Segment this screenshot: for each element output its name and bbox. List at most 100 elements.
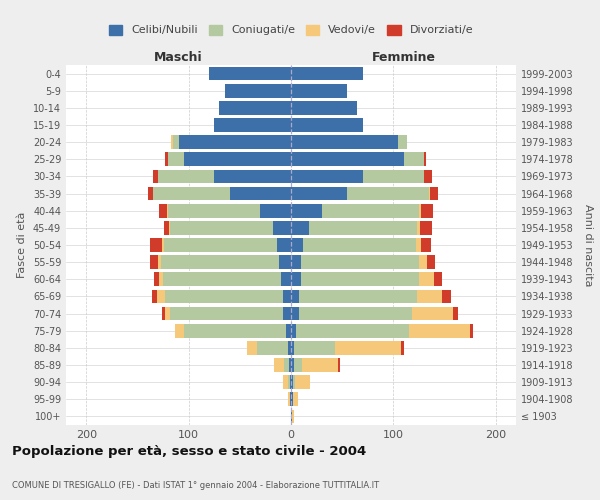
Bar (281, 272, 291, 286)
Bar (272, 221, 291, 234)
Bar (409, 324, 470, 338)
Bar (157, 290, 165, 304)
Bar (338, 358, 340, 372)
Bar (283, 376, 288, 389)
Bar (179, 136, 291, 149)
Bar (214, 170, 291, 183)
Bar (257, 341, 288, 354)
Bar (158, 170, 214, 183)
Bar (295, 376, 310, 389)
Bar (362, 170, 424, 183)
Bar (230, 186, 291, 200)
Bar (162, 238, 164, 252)
Bar (419, 204, 421, 218)
Bar (293, 376, 295, 389)
Bar (154, 272, 159, 286)
Y-axis label: Anni di nascita: Anni di nascita (583, 204, 593, 286)
Bar (159, 204, 167, 218)
Bar (288, 376, 290, 389)
Bar (274, 358, 284, 372)
Bar (293, 392, 298, 406)
Bar (291, 238, 303, 252)
Bar (322, 204, 419, 218)
Bar (417, 221, 420, 234)
Bar (424, 152, 426, 166)
Bar (279, 256, 291, 269)
Bar (430, 186, 438, 200)
Bar (291, 392, 293, 406)
Bar (299, 306, 412, 320)
Bar (347, 186, 429, 200)
Bar (302, 358, 338, 372)
Text: COMUNE DI TRESIGALLO (FE) - Dati ISTAT 1° gennaio 2004 - Elaborazione TUTTITALIA: COMUNE DI TRESIGALLO (FE) - Dati ISTAT 1… (12, 481, 379, 490)
Text: Maschi: Maschi (154, 51, 203, 64)
Bar (164, 221, 169, 234)
Bar (335, 341, 401, 354)
Bar (291, 66, 362, 80)
Bar (419, 256, 427, 269)
Bar (412, 306, 452, 320)
Bar (224, 84, 291, 98)
Bar (290, 376, 291, 389)
Bar (452, 306, 458, 320)
Bar (260, 204, 291, 218)
Bar (419, 272, 434, 286)
Bar (292, 410, 294, 424)
Bar (401, 341, 404, 354)
Bar (153, 170, 158, 183)
Bar (214, 118, 291, 132)
Bar (184, 152, 291, 166)
Bar (434, 272, 442, 286)
Bar (283, 290, 291, 304)
Bar (290, 392, 291, 406)
Bar (291, 290, 299, 304)
Y-axis label: Fasce di età: Fasce di età (17, 212, 27, 278)
Bar (301, 256, 419, 269)
Bar (291, 306, 299, 320)
Bar (421, 238, 431, 252)
Bar (299, 290, 417, 304)
Bar (209, 66, 291, 80)
Bar (168, 152, 184, 166)
Bar (169, 221, 170, 234)
Bar (277, 238, 291, 252)
Bar (291, 204, 322, 218)
Bar (291, 152, 404, 166)
Bar (291, 324, 296, 338)
Bar (291, 101, 358, 114)
Bar (296, 324, 409, 338)
Bar (291, 221, 310, 234)
Bar (165, 290, 283, 304)
Bar (173, 136, 179, 149)
Bar (442, 290, 451, 304)
Bar (247, 341, 257, 354)
Legend: Celibi/Nubili, Coniugati/e, Vedovi/e, Divorziati/e: Celibi/Nubili, Coniugati/e, Vedovi/e, Di… (104, 20, 478, 40)
Bar (404, 152, 424, 166)
Bar (420, 221, 432, 234)
Bar (291, 410, 292, 424)
Bar (416, 238, 421, 252)
Bar (291, 170, 362, 183)
Bar (291, 186, 347, 200)
Bar (184, 324, 286, 338)
Bar (291, 272, 301, 286)
Bar (310, 221, 417, 234)
Bar (289, 358, 291, 372)
Bar (291, 256, 301, 269)
Bar (164, 238, 277, 252)
Bar (170, 306, 283, 320)
Bar (158, 256, 161, 269)
Bar (163, 272, 281, 286)
Bar (220, 101, 291, 114)
Bar (153, 186, 230, 200)
Bar (172, 136, 173, 149)
Bar (291, 136, 398, 149)
Bar (165, 306, 170, 320)
Bar (398, 136, 407, 149)
Bar (291, 376, 293, 389)
Bar (167, 204, 168, 218)
Text: Popolazione per età, sesso e stato civile - 2004: Popolazione per età, sesso e stato civil… (12, 444, 366, 458)
Bar (417, 290, 442, 304)
Bar (301, 272, 419, 286)
Bar (294, 358, 302, 372)
